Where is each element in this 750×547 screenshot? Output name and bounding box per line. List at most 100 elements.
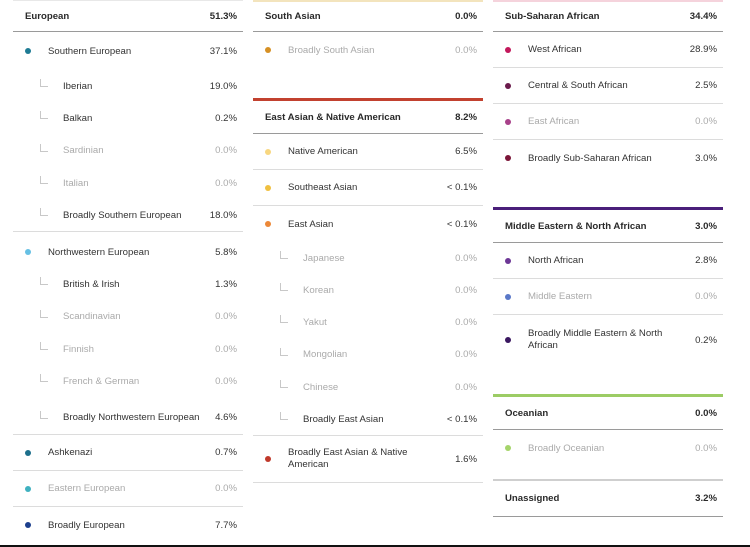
broadly-northwestern-european-label: Broadly Northwestern European [63,412,200,423]
eastern-european-row[interactable]: Eastern European 0.0% [13,471,243,507]
european-title: European [25,10,70,22]
italian-label: Italian [63,177,89,189]
east-african-row[interactable]: East African 0.0% [493,104,723,140]
japanese-row[interactable]: Japanese 0.0% [253,242,483,274]
central-south-african-pct: 2.5% [695,80,717,91]
broadly-mena-pct: 0.2% [695,334,717,346]
eastern-european-label: Eastern European [48,483,126,494]
sub-saharan-title: Sub-Saharan African [505,11,600,22]
broadly-european-dot [25,522,31,528]
african-oceanian-column: Sub-Saharan African 34.4% West African 2… [493,0,723,517]
broadly-northwestern-european-row[interactable]: Broadly Northwestern European 4.6% [13,401,243,435]
unassigned-header[interactable]: Unassigned 3.2% [493,479,723,517]
tree-elbow-icon [280,315,288,323]
yakut-label: Yakut [303,316,327,328]
korean-row[interactable]: Korean 0.0% [253,274,483,306]
finnish-row[interactable]: Finnish 0.0% [13,337,243,361]
italian-pct: 0.0% [215,177,237,189]
mena-header[interactable]: Middle Eastern & North African 3.0% [493,207,723,243]
ashkenazi-row[interactable]: Ashkenazi 0.7% [13,435,243,471]
native-american-row[interactable]: Native American 6.5% [253,134,483,170]
iberian-row[interactable]: Iberian 19.0% [13,70,243,102]
balkan-label: Balkan [63,112,93,124]
broadly-south-asian-pct: 0.0% [455,44,477,56]
west-african-pct: 28.9% [689,44,717,55]
middle-eastern-label: Middle Eastern [528,291,592,302]
southern-european-row[interactable]: Southern European 37.1% [13,32,243,70]
broadly-european-row[interactable]: Broadly European 7.7% [13,507,243,543]
scandinavian-row[interactable]: Scandinavian 0.0% [13,296,243,337]
northwestern-european-label: Northwestern European [48,246,150,258]
tree-elbow-icon [280,412,288,420]
native-american-dot [265,148,271,155]
korean-label: Korean [303,284,334,296]
native-american-label: Native American [288,146,358,157]
european-header[interactable]: European 51.3% [13,0,243,32]
broadly-south-asian-row[interactable]: Broadly South Asian 0.0% [253,32,483,68]
broadly-oceanian-dot [505,445,511,451]
asian-column: South Asian 0.0% Broadly South Asian 0.0… [253,0,483,483]
east-african-label: East African [528,116,580,127]
broadly-southern-european-row[interactable]: Broadly Southern European 18.0% [13,199,243,232]
chinese-row[interactable]: Chinese 0.0% [253,371,483,403]
broadly-east-asian-row[interactable]: Broadly East Asian < 0.1% [253,403,483,436]
central-south-african-dot [505,82,511,89]
broadly-sub-saharan-label: Broadly Sub-Saharan African [528,152,652,164]
italian-row[interactable]: Italian 0.0% [13,167,243,199]
balkan-pct: 0.2% [215,112,237,124]
yakut-row[interactable]: Yakut 0.0% [253,306,483,338]
scandinavian-pct: 0.0% [215,311,237,322]
broadly-east-asian-native-american-dot [265,456,271,462]
west-african-label: West African [528,44,582,55]
sardinian-row[interactable]: Sardinian 0.0% [13,134,243,167]
french-german-row[interactable]: French & German 0.0% [13,361,243,401]
british-irish-row[interactable]: British & Irish 1.3% [13,272,243,296]
mena-title: Middle Eastern & North African [505,220,647,232]
oceanian-pct: 0.0% [695,407,717,419]
east-asian-row[interactable]: East Asian < 0.1% [253,206,483,242]
british-irish-pct: 1.3% [215,278,237,290]
mongolian-pct: 0.0% [455,349,477,360]
korean-pct: 0.0% [455,284,477,296]
ashkenazi-dot [25,449,31,456]
ashkenazi-label: Ashkenazi [48,447,93,458]
broadly-oceanian-row[interactable]: Broadly Oceanian 0.0% [493,430,723,466]
unassigned-title: Unassigned [505,493,560,504]
southern-european-label: Southern European [48,45,132,57]
broadly-sub-saharan-dot [505,155,511,161]
broadly-oceanian-pct: 0.0% [695,442,717,454]
west-african-row[interactable]: West African 28.9% [493,32,723,68]
middle-eastern-row[interactable]: Middle Eastern 0.0% [493,279,723,315]
north-african-row[interactable]: North African 2.8% [493,243,723,279]
unassigned-pct: 3.2% [695,493,717,504]
oceanian-header[interactable]: Oceanian 0.0% [493,394,723,430]
east-african-pct: 0.0% [695,116,717,127]
japanese-pct: 0.0% [455,252,477,264]
tree-elbow-icon [40,309,48,318]
balkan-row[interactable]: Balkan 0.2% [13,102,243,134]
broadly-east-asian-native-american-row[interactable]: Broadly East Asian & Native American 1.6… [253,436,483,483]
eastern-european-pct: 0.0% [215,483,237,494]
finnish-label: Finnish [63,343,94,355]
broadly-sub-saharan-row[interactable]: Broadly Sub-Saharan African 3.0% [493,140,723,176]
broadly-mena-row[interactable]: Broadly Middle Eastern & North African 0… [493,315,723,365]
sub-saharan-header[interactable]: Sub-Saharan African 34.4% [493,0,723,32]
broadly-european-label: Broadly European [48,519,125,531]
central-south-african-label: Central & South African [528,80,628,91]
tree-elbow-icon [40,208,48,216]
southeast-asian-dot [265,184,271,191]
mongolian-row[interactable]: Mongolian 0.0% [253,338,483,371]
central-south-african-row[interactable]: Central & South African 2.5% [493,68,723,104]
broadly-oceanian-label: Broadly Oceanian [528,442,605,454]
northwestern-european-row[interactable]: Northwestern European 5.8% [13,232,243,272]
tree-elbow-icon [280,251,288,259]
tree-elbow-icon [280,380,288,388]
chinese-pct: 0.0% [455,381,477,393]
finnish-pct: 0.0% [215,343,237,355]
south-asian-header[interactable]: South Asian 0.0% [253,0,483,32]
southeast-asian-row[interactable]: Southeast Asian < 0.1% [253,170,483,206]
yakut-pct: 0.0% [455,316,477,328]
sardinian-pct: 0.0% [215,145,237,156]
broadly-mena-label: Broadly Middle Eastern & North African [528,328,663,351]
east-asian-native-american-header[interactable]: East Asian & Native American 8.2% [253,98,483,134]
